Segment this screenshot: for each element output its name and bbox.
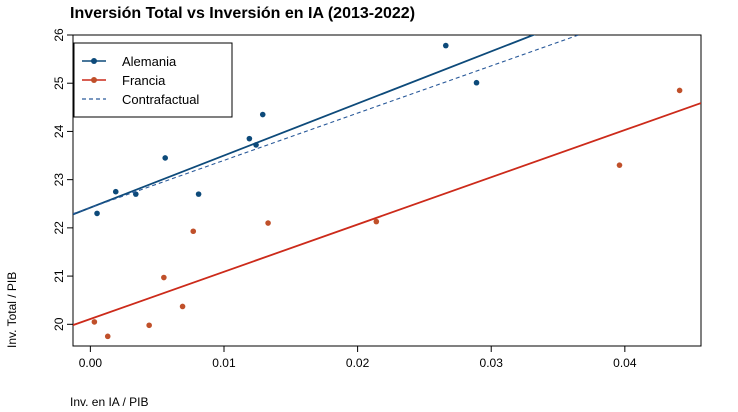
x-tick-label: 0.01 xyxy=(212,356,236,370)
data-point-alemania xyxy=(162,155,168,161)
data-point-alemania xyxy=(195,191,202,197)
fit-line-alemania xyxy=(73,35,536,216)
data-point-alemania xyxy=(133,191,139,197)
data-point-alemania xyxy=(112,188,119,195)
y-tick-label: 24 xyxy=(52,124,66,138)
axes: 0.00 0.01 0.02 0.03 0.04 20 21 22 23 24 25 26 xyxy=(52,28,637,370)
y-tick-label: 21 xyxy=(52,269,66,283)
x-tick-label: 0.04 xyxy=(613,356,637,370)
legend: Alemania Francia Contrafactual xyxy=(73,42,233,118)
x-tick-label: 0.03 xyxy=(480,356,504,370)
data-point-alemania xyxy=(246,135,253,142)
data-point-francia xyxy=(146,322,152,329)
y-tick-label: 26 xyxy=(52,28,66,42)
plot-area xyxy=(72,34,702,347)
y-tick-label: 25 xyxy=(52,76,66,90)
data-point-alemania xyxy=(259,111,266,118)
x-tick-label: 0.00 xyxy=(79,356,103,370)
data-point-alemania xyxy=(94,210,100,217)
data-point-francia xyxy=(190,228,197,235)
data-point-francia xyxy=(179,303,186,310)
data-point-francia xyxy=(373,218,380,225)
series-layer xyxy=(73,35,701,340)
fit-line-francia xyxy=(73,102,701,326)
legend-label-francia: Francia xyxy=(122,73,166,88)
y-tick-label: 20 xyxy=(52,317,66,331)
x-axis-label: Inv. en IA / PIB xyxy=(70,395,149,409)
x-tick-label: 0.02 xyxy=(346,356,370,370)
data-point-francia xyxy=(91,319,98,325)
data-point-alemania xyxy=(442,42,449,49)
data-point-francia xyxy=(616,162,623,168)
y-axis-label: Inv. Total / PIB xyxy=(5,272,19,348)
data-point-francia xyxy=(161,274,167,281)
legend-label-alemania: Alemania xyxy=(122,54,177,69)
data-point-alemania xyxy=(253,142,259,148)
legend-marker-francia xyxy=(91,77,97,83)
y-tick-label: 23 xyxy=(52,173,66,187)
chart-title: Inversión Total vs Inversión en IA (2013… xyxy=(70,5,415,22)
data-point-francia xyxy=(676,87,683,94)
data-point-alemania xyxy=(473,79,480,86)
legend-label-contrafactual: Contrafactual xyxy=(122,92,199,107)
y-tick-label: 22 xyxy=(52,221,66,235)
legend-marker-alemania xyxy=(91,58,97,64)
data-point-francia xyxy=(104,333,111,340)
data-point-francia xyxy=(265,220,271,226)
